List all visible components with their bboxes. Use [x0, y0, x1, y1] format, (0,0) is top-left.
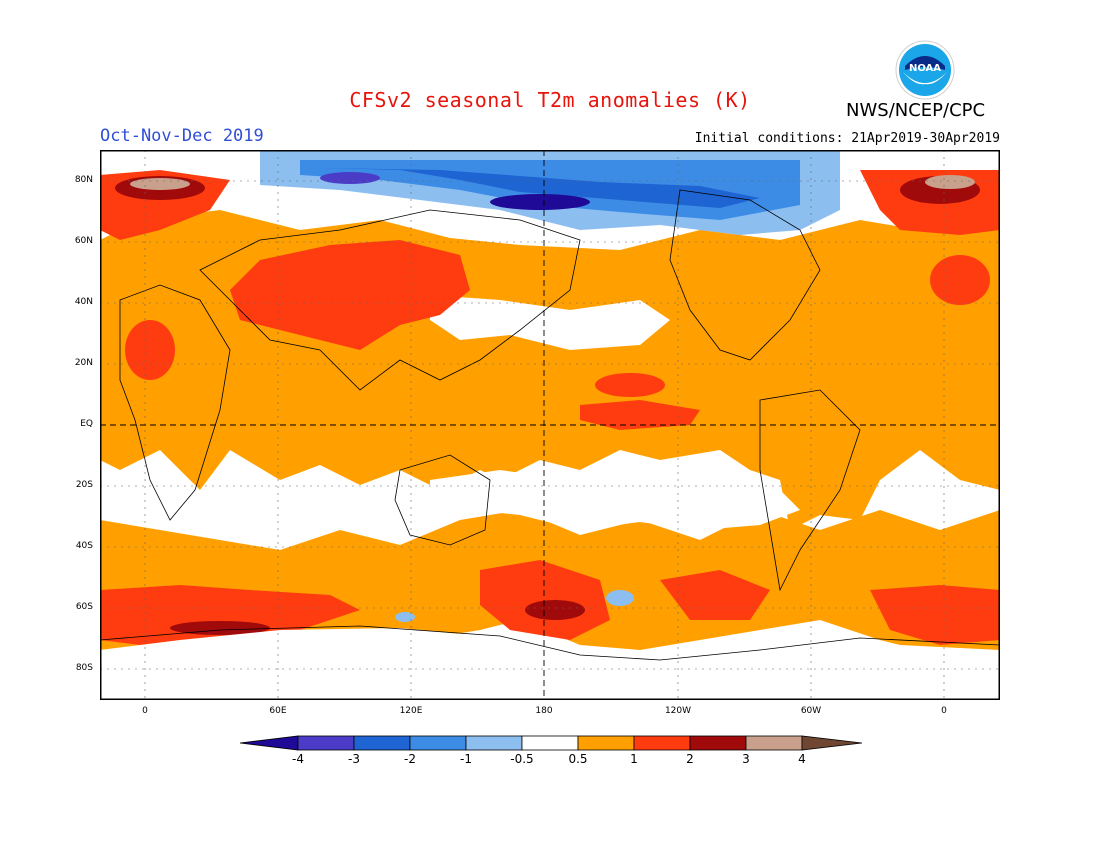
lat-label-60s: 60S — [75, 602, 93, 612]
cold-anomaly-southern-ocean-spot — [395, 612, 415, 622]
lon-label-0: 0 — [142, 706, 148, 716]
map-frame — [100, 150, 1000, 700]
lat-label-80s: 80S — [75, 663, 93, 673]
season-label: Oct-Nov-Dec 2019 — [100, 126, 264, 146]
cold-anomaly-south-pacific-spot — [606, 590, 634, 606]
colorbar-arrow-high — [801, 735, 862, 751]
logo-text: NOAA — [909, 63, 941, 74]
strong-warm-anomaly-south-america — [660, 570, 770, 620]
colorbar-tick-2: 2 — [686, 752, 694, 766]
strong-warm-anomaly-europe — [930, 255, 990, 305]
coastline-antarctica — [100, 625, 1000, 661]
colorbar-segment — [521, 735, 579, 751]
extreme-warm-anomaly-svalbard — [130, 178, 190, 190]
lat-label-eq: EQ — [80, 419, 93, 429]
lat-label-60n: 60N — [74, 236, 93, 246]
coastlines — [100, 189, 1000, 661]
colorbar-segment — [577, 735, 635, 751]
cold-anomaly-arctic-peak — [490, 194, 590, 210]
coastline-africa — [119, 284, 231, 521]
lon-label-0-east: 0 — [941, 706, 947, 716]
colorbar-segment — [353, 735, 411, 751]
neutral-anomaly-south-pacific — [430, 470, 800, 530]
agency-label: NWS/NCEP/CPC — [846, 100, 986, 121]
lat-label-20n: 20N — [74, 358, 93, 368]
coastline-north-america — [669, 189, 821, 361]
strong-warm-anomaly-equatorial-pacific — [580, 400, 700, 430]
colorbar-segment — [745, 735, 803, 751]
anomaly-map — [100, 150, 1000, 700]
lon-label-180: 180 — [535, 706, 553, 716]
cold-anomaly-arctic-strong — [320, 168, 760, 208]
extreme-warm-anomaly-greenland — [925, 175, 975, 189]
antarctica-landmass — [100, 628, 1000, 700]
strong-warm-anomaly-africa — [125, 320, 175, 380]
very-strong-warm-anomaly-south-pacific — [525, 600, 585, 620]
colorbar — [240, 735, 862, 751]
colorbar-tick-neg2: -2 — [404, 752, 416, 766]
colorbar-tick-1: 1 — [630, 752, 638, 766]
lon-label-120w: 120W — [664, 706, 692, 716]
strong-warm-anomaly-southern-pacific — [480, 560, 610, 640]
colorbar-segment — [297, 735, 355, 751]
lat-label-20s: 20S — [75, 480, 93, 490]
noaa-logo: NOAA — [895, 40, 955, 100]
colorbar-tick-neg0-5: -0.5 — [510, 752, 534, 766]
colorbar-segment — [689, 735, 747, 751]
very-strong-warm-anomaly-southern-ocean — [170, 621, 270, 635]
strong-warm-anomaly-central-asia — [230, 240, 470, 350]
colorbar-tick-neg3: -3 — [348, 752, 360, 766]
colorbar-tick-3: 3 — [742, 752, 750, 766]
colorbar-tick-0-5: 0.5 — [568, 752, 588, 766]
colorbar-segment — [633, 735, 691, 751]
colorbar-tick-neg4: -4 — [292, 752, 304, 766]
coastline-south-america — [759, 389, 861, 592]
strong-warm-anomaly-tropical-pacific — [595, 373, 665, 397]
lon-label-60w: 60W — [800, 706, 822, 716]
lat-label-40n: 40N — [74, 297, 93, 307]
colorbar-segment — [465, 735, 523, 751]
coastline-australia — [394, 454, 491, 546]
colorbar-tick-4: 4 — [798, 752, 806, 766]
colorbar-tick-neg1: -1 — [460, 752, 472, 766]
strong-warm-anomaly-southern-ocean-east — [870, 585, 1000, 645]
colorbar-segment — [409, 735, 467, 751]
lat-label-40s: 40S — [75, 541, 93, 551]
equator-dateline — [100, 150, 1000, 700]
lat-label-80n: 80N — [74, 175, 93, 185]
colorbar-arrow-low — [240, 735, 299, 751]
initial-conditions-label: Initial conditions: 21Apr2019-30Apr2019 — [694, 131, 1000, 146]
lon-label-120e: 120E — [399, 706, 423, 716]
neutral-anomaly-north-pacific — [430, 295, 670, 350]
map-title: CFSv2 seasonal T2m anomalies (K) — [349, 88, 751, 112]
coastline-eurasia — [199, 209, 581, 391]
cold-anomaly-arctic-peak-2 — [320, 172, 380, 184]
lon-label-60e: 60E — [269, 706, 287, 716]
